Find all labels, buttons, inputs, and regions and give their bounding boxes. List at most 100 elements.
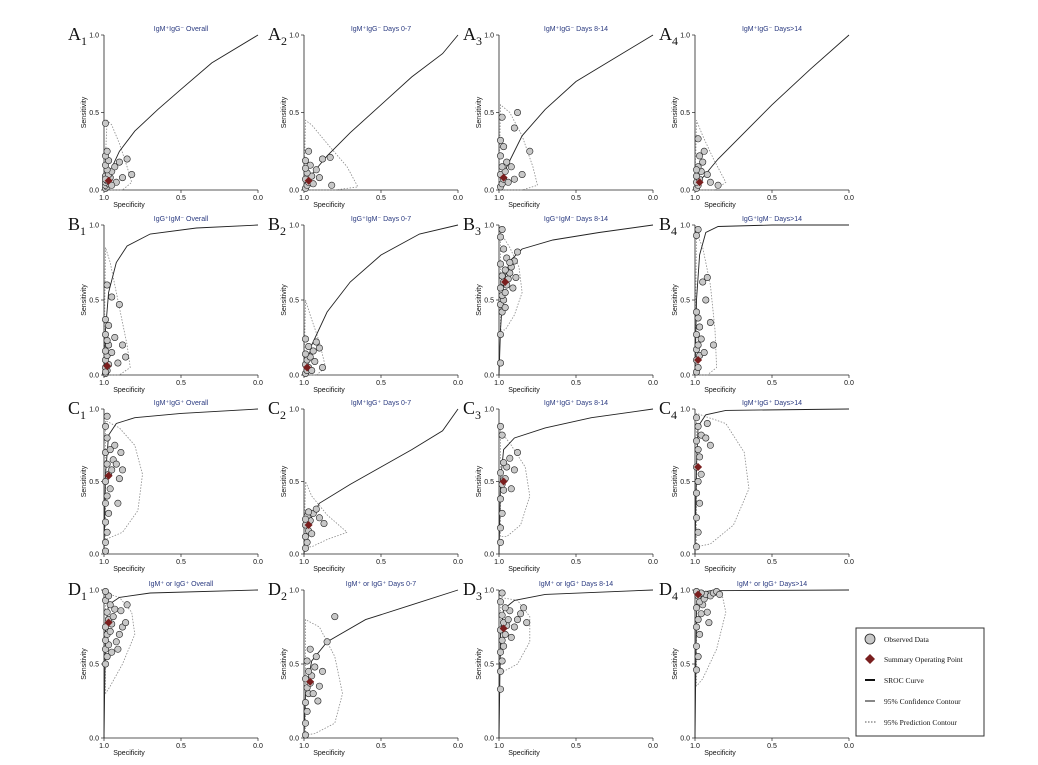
observed-point (692, 623, 700, 631)
observed-point (703, 171, 711, 179)
observed-point (498, 611, 506, 619)
observed-point (501, 288, 509, 296)
legend-observed-label: Observed Data (884, 635, 929, 644)
observed-point (301, 164, 309, 172)
panel-b2: B2 IgG⁺IgM⁻ Days 0-7 0.0 0.5 1.0 1.0 0.5 0.0 Spe… (268, 214, 463, 394)
y-axis-label: Sensitivity (476, 465, 483, 497)
observed-point (320, 519, 328, 527)
observed-point (496, 538, 504, 546)
observed-point (706, 318, 714, 326)
observed-point (112, 638, 120, 646)
panel-a4: A4 IgM⁺IgG⁻ Days>14 0.0 0.5 1.0 1.0 0.5 0.0 Spec… (659, 24, 854, 209)
observed-point (501, 303, 509, 311)
observed-point (103, 336, 111, 344)
y-tick-label: 0.0 (484, 552, 494, 559)
x-axis-label: Specificity (508, 387, 540, 394)
observed-point (512, 273, 520, 281)
observed-point (703, 608, 711, 616)
panel-subscript: 4 (671, 408, 677, 422)
panel-c1: C1 IgM⁺IgG⁺ Overall 0.0 0.5 1.0 1.0 0.5 0.0 Spec… (68, 398, 263, 573)
panel-letter: C (68, 398, 80, 418)
panel-title: IgM⁺IgG⁻ Days>14 (742, 26, 802, 33)
observed-point (692, 666, 700, 674)
observed-point (692, 543, 700, 551)
observed-point (500, 459, 508, 467)
x-axis-label: Specificity (113, 566, 145, 573)
observed-point (498, 113, 506, 121)
observed-point (496, 233, 504, 241)
x-tick-label: 0.0 (253, 743, 263, 750)
x-tick-label: 0.0 (844, 380, 854, 387)
panel-label-d1: D1 (68, 579, 87, 603)
x-tick-label: 0.5 (376, 559, 386, 566)
summary-point (304, 176, 313, 185)
y-axis-label: Sensitivity (672, 465, 679, 497)
observed-point (312, 505, 320, 513)
observed-point (496, 667, 504, 675)
legend-prediction-label: 95% Prediction Contour (884, 718, 957, 727)
y-tick-label: 1.0 (289, 407, 299, 414)
y-tick-label: 0.0 (89, 552, 99, 559)
observed-point (709, 341, 717, 349)
observed-point (312, 166, 320, 174)
y-axis-label: Sensitivity (476, 96, 483, 128)
panel-subscript: 1 (80, 408, 86, 422)
observed-point (315, 174, 323, 182)
x-tick-label: 0.0 (648, 559, 658, 566)
x-tick-label: 0.5 (176, 195, 186, 202)
observed-point (510, 175, 518, 183)
observed-point (694, 528, 702, 536)
summary-point (694, 463, 703, 471)
panel-label-b1: B1 (68, 214, 86, 238)
x-tick-label: 0.0 (844, 195, 854, 202)
observed-point (500, 245, 508, 253)
x-tick-label: 0.5 (176, 743, 186, 750)
observed-point (102, 518, 110, 526)
y-tick-label: 0.0 (89, 373, 99, 380)
observed-point (103, 412, 111, 420)
summary-point (499, 624, 508, 633)
observed-point (305, 667, 313, 675)
panel-subscript: 4 (672, 589, 678, 603)
observed-point (699, 278, 707, 286)
panel-subscript: 3 (476, 589, 482, 603)
x-tick-label: 1.0 (299, 195, 309, 202)
x-tick-label: 1.0 (299, 559, 309, 566)
panel-title: IgM⁺IgG⁻ Days 0-7 (351, 26, 411, 33)
observed-point (696, 499, 704, 507)
y-axis-label: Sensitivity (672, 284, 679, 316)
y-tick-label: 0.0 (89, 736, 99, 743)
summary-point (303, 363, 312, 372)
observed-point (503, 158, 511, 166)
x-axis-label: Specificity (704, 566, 736, 573)
observed-point (692, 330, 700, 338)
x-tick-label: 1.0 (690, 380, 700, 387)
sroc-curve (303, 34, 459, 191)
observed-point (510, 124, 518, 132)
y-tick-label: 1.0 (89, 223, 99, 230)
observed-point (714, 181, 722, 189)
observed-point (692, 232, 700, 240)
y-tick-label: 1.0 (89, 407, 99, 414)
x-tick-label: 0.5 (571, 380, 581, 387)
observed-point (123, 155, 131, 163)
y-tick-label: 0.5 (289, 298, 299, 305)
observed-point (123, 601, 131, 609)
y-tick-label: 1.0 (484, 223, 494, 230)
panel-d1: D1 IgM⁺ or IgG⁺ Overall 0.0 0.5 1.0 1.0 0.5 0.0… (68, 579, 263, 757)
observed-point (498, 589, 506, 597)
panel-title: IgM⁺IgG⁻ Overall (154, 26, 209, 33)
observed-point (309, 180, 317, 188)
panel-label-d4: D4 (659, 579, 678, 603)
prediction-contour (694, 120, 727, 191)
observed-point (301, 533, 309, 541)
y-axis-label: Sensitivity (281, 96, 288, 128)
panel-title: IgM⁺IgG⁺ Days>14 (742, 400, 802, 407)
observed-point (697, 335, 705, 343)
y-tick-label: 0.0 (680, 736, 690, 743)
legend-observed-symbol (864, 633, 876, 645)
observed-point (115, 300, 123, 308)
observed-point (301, 335, 309, 343)
observed-point (694, 135, 702, 143)
x-axis-label: Specificity (704, 202, 736, 209)
